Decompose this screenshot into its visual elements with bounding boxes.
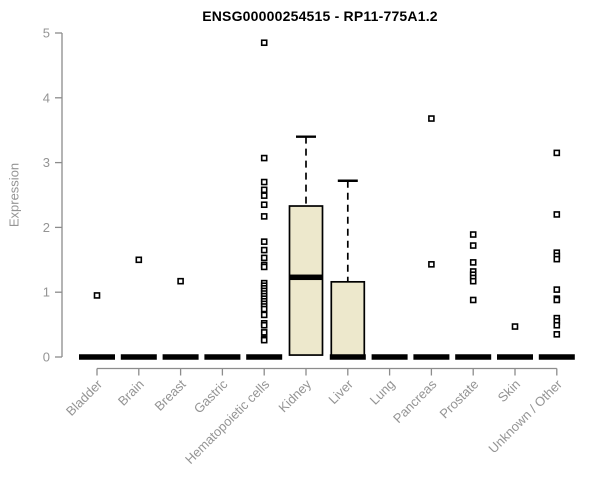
outlier-point: [260, 254, 268, 262]
outlier-point: [260, 178, 268, 186]
outlier-point: [553, 149, 561, 157]
boxplot-brain: [120, 256, 157, 360]
x-tick-label: Breast: [152, 376, 189, 413]
boxplot-gastric: [204, 354, 241, 360]
y-tick-label: 3: [43, 155, 50, 170]
box-iqr: [330, 280, 366, 358]
outlier-point: [428, 261, 435, 268]
x-tick-label: Lung: [367, 377, 398, 408]
median-line: [455, 354, 492, 360]
box-iqr: [288, 205, 324, 356]
outlier-point: [553, 211, 561, 218]
outlier-point: [260, 305, 268, 313]
outlier-point: [260, 213, 268, 220]
outlier-point: [469, 277, 477, 285]
outlier-point: [469, 259, 477, 266]
median-line: [497, 354, 533, 360]
outlier-point: [469, 231, 477, 238]
boxplot-kidney: [288, 135, 324, 356]
median-line: [162, 354, 199, 360]
y-tick-label: 1: [43, 285, 50, 300]
outlier-point: [553, 331, 561, 338]
outlier-point: [260, 186, 268, 194]
outlier-point: [260, 154, 268, 162]
x-tick-label: Brain: [115, 377, 147, 409]
median-line: [371, 354, 408, 360]
boxplot-breast: [162, 277, 199, 360]
chart-title: ENSG00000254515 - RP11-775A1.2: [202, 8, 438, 24]
outlier-point: [260, 246, 268, 254]
outlier-point: [553, 296, 561, 304]
outlier-point: [260, 329, 268, 336]
outlier-point: [260, 311, 268, 319]
y-tick-label: 2: [43, 220, 50, 235]
median-line: [289, 274, 323, 281]
boxplot-liver: [329, 179, 366, 360]
boxplot-unknown-other: [538, 149, 575, 360]
x-tick-label: Bladder: [63, 376, 106, 419]
median-line: [538, 354, 575, 360]
boxplot-prostate: [455, 231, 492, 360]
median-line: [329, 354, 366, 360]
x-tick-label: Liver: [325, 376, 356, 407]
outlier-point: [260, 201, 268, 209]
outlier-point: [553, 286, 561, 293]
median-line: [120, 354, 157, 360]
boxplot-skin: [497, 323, 533, 360]
median-line: [246, 354, 283, 360]
x-tick-label: Kidney: [275, 376, 314, 415]
y-tick-label: 5: [43, 26, 50, 41]
outlier-point: [553, 321, 561, 329]
y-tick-label: 4: [43, 90, 50, 105]
median-line: [79, 354, 115, 360]
outlier-point: [469, 296, 477, 304]
x-tick-label: Pancreas: [390, 376, 440, 426]
outlier-point: [260, 238, 268, 245]
median-line: [204, 354, 241, 360]
outlier-point: [135, 256, 143, 264]
y-axis: 0 1 2 3 4 5: [43, 26, 63, 365]
outlier-point: [428, 115, 435, 122]
outlier-point: [511, 323, 519, 330]
outlier-point: [93, 292, 101, 299]
outlier-point: [260, 263, 268, 271]
x-tick-label: Unknown / Other: [485, 376, 565, 456]
median-line: [413, 354, 450, 360]
outlier-point: [260, 321, 268, 329]
x-tick-label: Skin: [495, 377, 523, 405]
x-tick-label: Gastric: [191, 376, 231, 416]
x-tick-label: Prostate: [436, 377, 481, 422]
outlier-point: [177, 277, 184, 285]
outlier-point: [469, 242, 477, 249]
outlier-point: [260, 39, 268, 47]
outlier-point: [553, 255, 561, 263]
outlier-point: [260, 336, 268, 344]
boxplot-bladder: [79, 292, 115, 360]
outlier-point: [260, 192, 268, 199]
boxplot-lung: [371, 354, 408, 360]
y-tick-label: 0: [43, 350, 50, 365]
boxplot-pancreas: [413, 115, 450, 360]
boxplot-hematopoietic-cells: [246, 39, 283, 360]
